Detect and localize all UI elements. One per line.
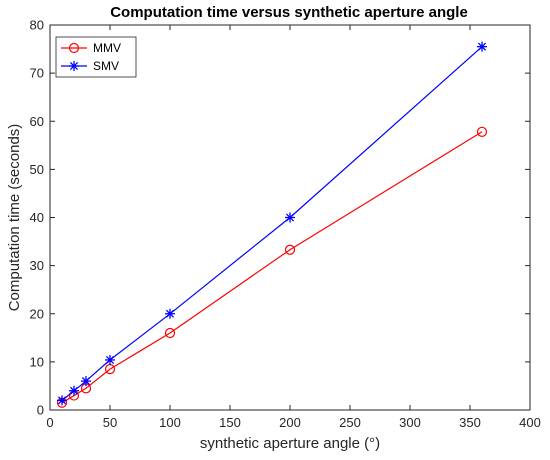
y-tick-label: 50 xyxy=(30,162,44,177)
legend-label-mmv: MMV xyxy=(93,41,121,55)
y-tick-label: 40 xyxy=(30,210,44,225)
x-tick-label: 150 xyxy=(219,415,241,430)
marker-stroke xyxy=(165,309,175,318)
series-layer xyxy=(56,41,488,408)
x-tick-label: 400 xyxy=(519,415,541,430)
data-point-mmv xyxy=(476,126,488,137)
x-axis: 0 50 100 150 200 250 300 350 400 xyxy=(46,25,541,430)
x-tick-label: 350 xyxy=(459,415,481,430)
y-tick-label: 20 xyxy=(30,306,44,321)
x-tick-label: 0 xyxy=(46,415,53,430)
data-point-smv xyxy=(285,212,295,223)
data-point-smv xyxy=(69,385,79,396)
x-tick-label: 200 xyxy=(279,415,301,430)
marker-stroke xyxy=(57,396,67,405)
y-axis: 0 10 20 30 40 50 60 70 80 xyxy=(30,18,530,418)
data-point-mmv xyxy=(164,327,176,339)
data-point-smv xyxy=(57,395,67,406)
marker-stroke xyxy=(105,355,115,365)
legend-label-smv: SMV xyxy=(93,59,119,73)
marker-stroke xyxy=(69,61,79,71)
y-tick-label: 30 xyxy=(30,258,44,273)
data-point-smv xyxy=(477,41,487,52)
data-point-smv xyxy=(165,308,175,319)
marker-stroke xyxy=(285,213,295,222)
y-tick-label: 10 xyxy=(30,354,44,369)
x-tick-label: 250 xyxy=(339,415,361,430)
legend: MMV SMV xyxy=(55,36,137,78)
marker-stroke xyxy=(477,42,487,51)
y-tick-label: 60 xyxy=(30,114,44,129)
y-tick-label: 80 xyxy=(30,18,44,33)
x-tick-label: 300 xyxy=(399,415,421,430)
x-tick-label: 100 xyxy=(159,415,181,430)
legend-box xyxy=(55,36,137,78)
x-tick-label: 50 xyxy=(103,415,117,430)
y-tick-label: 70 xyxy=(30,66,44,81)
marker-stroke xyxy=(81,377,91,386)
x-axis-label: synthetic aperture angle (°) xyxy=(200,435,380,452)
y-axis-label: Computation time (seconds) xyxy=(6,124,23,312)
data-point-smv xyxy=(105,354,115,365)
marker-stroke xyxy=(69,386,79,395)
y-tick-label: 0 xyxy=(37,403,44,418)
legend-marker-mmv xyxy=(68,42,80,54)
data-point-smv xyxy=(81,376,91,387)
chart-title: Computation time versus synthetic apertu… xyxy=(110,4,468,21)
legend-marker-smv xyxy=(69,61,79,71)
data-point-mmv xyxy=(284,244,296,255)
